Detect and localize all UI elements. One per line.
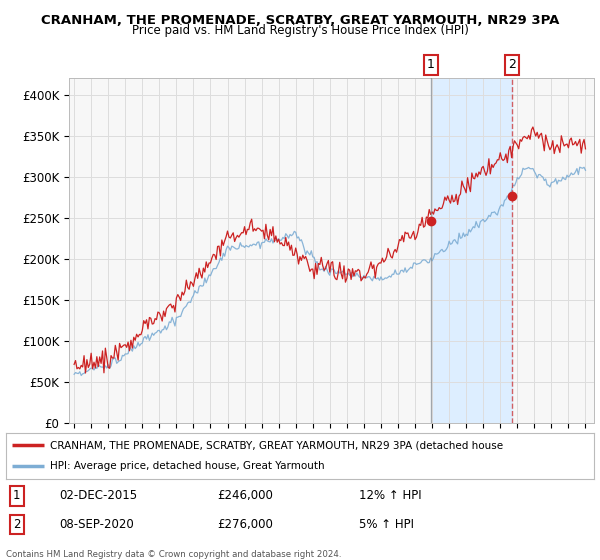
Text: Price paid vs. HM Land Registry's House Price Index (HPI): Price paid vs. HM Land Registry's House …: [131, 24, 469, 37]
Text: CRANHAM, THE PROMENADE, SCRATBY, GREAT YARMOUTH, NR29 3PA (detached house: CRANHAM, THE PROMENADE, SCRATBY, GREAT Y…: [50, 440, 503, 450]
Text: 1: 1: [13, 489, 20, 502]
Text: Contains HM Land Registry data © Crown copyright and database right 2024.
This d: Contains HM Land Registry data © Crown c…: [6, 550, 341, 560]
Text: CRANHAM, THE PROMENADE, SCRATBY, GREAT YARMOUTH, NR29 3PA: CRANHAM, THE PROMENADE, SCRATBY, GREAT Y…: [41, 14, 559, 27]
Text: 2: 2: [508, 58, 516, 72]
Text: 02-DEC-2015: 02-DEC-2015: [59, 489, 137, 502]
Text: 1: 1: [427, 58, 434, 72]
Bar: [431, 78, 512, 423]
Text: HPI: Average price, detached house, Great Yarmouth: HPI: Average price, detached house, Grea…: [50, 461, 325, 472]
Text: 2: 2: [13, 518, 20, 531]
Text: 12% ↑ HPI: 12% ↑ HPI: [359, 489, 421, 502]
Text: 5% ↑ HPI: 5% ↑ HPI: [359, 518, 414, 531]
Text: £246,000: £246,000: [218, 489, 274, 502]
Text: 08-SEP-2020: 08-SEP-2020: [59, 518, 134, 531]
Text: £276,000: £276,000: [218, 518, 274, 531]
